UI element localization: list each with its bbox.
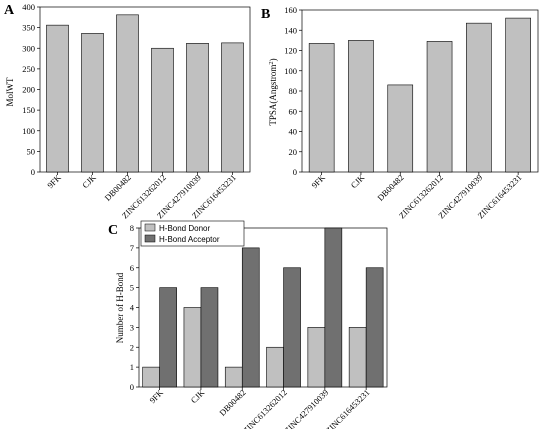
bar-donor bbox=[348, 327, 367, 388]
plot-frame-b bbox=[301, 9, 539, 173]
category-label: CJK bbox=[80, 172, 98, 190]
bar-donor bbox=[307, 327, 326, 388]
category-label: ZINC616453231 bbox=[323, 387, 371, 429]
y-tick-label-a: 350 bbox=[22, 23, 35, 33]
y-tick-label-a: 0 bbox=[31, 167, 35, 177]
category-label: 9FK bbox=[309, 172, 327, 190]
y-axis-title-b: TPSA(Angstrom2) bbox=[268, 58, 279, 125]
bar bbox=[348, 40, 374, 173]
bar-donor bbox=[224, 366, 243, 388]
y-axis-title-b-main: TPSA(Angstrom bbox=[268, 65, 278, 126]
bar-acceptor bbox=[241, 247, 260, 388]
legend: H-Bond Donor H-Bond Acceptor bbox=[140, 220, 245, 247]
y-axis-title-a: MolWT bbox=[5, 77, 15, 106]
bar bbox=[426, 41, 453, 173]
category-label: 9FK bbox=[45, 172, 63, 190]
y-tick-label-b: 100 bbox=[284, 66, 297, 76]
bar-acceptor bbox=[159, 287, 177, 388]
category-label: CJK bbox=[189, 387, 207, 405]
bar bbox=[308, 43, 335, 173]
bar bbox=[466, 22, 492, 173]
category-label: DB00482 bbox=[102, 172, 132, 202]
category-label: CJK bbox=[349, 172, 367, 190]
y-tick-label-c: 6 bbox=[130, 263, 134, 273]
panel-letter-c: C bbox=[108, 223, 118, 238]
y-axis-title-b-sup: 2 bbox=[268, 61, 275, 64]
legend-label-acceptor: H-Bond Acceptor bbox=[159, 235, 220, 244]
y-tick-label-c: 4 bbox=[130, 303, 135, 313]
bar bbox=[116, 14, 139, 173]
y-tick-label-a: 250 bbox=[22, 64, 35, 74]
y-tick-label-c: 5 bbox=[130, 283, 134, 293]
y-axis-title-c: Number of H-Bond bbox=[115, 272, 125, 343]
bar-donor bbox=[266, 346, 284, 388]
y-tick-label-b: 80 bbox=[289, 86, 298, 96]
legend-label-donor: H-Bond Donor bbox=[159, 224, 210, 233]
y-tick-label-b: 20 bbox=[289, 147, 298, 157]
y-tick-label-c: 1 bbox=[130, 362, 134, 372]
y-tick-label-a: 200 bbox=[22, 85, 35, 95]
category-label: DB00482 bbox=[375, 172, 405, 202]
plot-frame-a bbox=[39, 6, 251, 173]
category-label: ZINC427910039 bbox=[282, 387, 330, 429]
y-tick-label-a: 300 bbox=[22, 43, 35, 53]
legend-box bbox=[140, 220, 245, 247]
legend-swatch-acceptor bbox=[144, 234, 156, 243]
bar bbox=[505, 17, 531, 173]
bar bbox=[151, 47, 174, 173]
bar-donor bbox=[142, 366, 160, 388]
y-tick-label-b: 160 bbox=[284, 5, 297, 15]
y-tick-label-b: 0 bbox=[293, 167, 297, 177]
bar-donor bbox=[183, 307, 202, 388]
bar-acceptor bbox=[200, 287, 219, 388]
bar bbox=[81, 33, 104, 173]
legend-swatch-donor bbox=[144, 223, 156, 232]
chart-panel-c: 0 1 2 3 4 5 6 7 8 9FK CJK DB00482ZINC613262012ZINC4… bbox=[130, 223, 388, 429]
y-tick-label-b: 60 bbox=[289, 106, 298, 116]
bar bbox=[186, 42, 209, 173]
y-tick-label-a: 150 bbox=[22, 105, 35, 115]
y-tick-label-c: 0 bbox=[130, 382, 134, 392]
y-tick-label-c: 7 bbox=[130, 243, 134, 253]
y-tick-label-b: 40 bbox=[289, 127, 298, 137]
y-tick-label-a: 400 bbox=[22, 2, 35, 12]
y-tick-label-b: 140 bbox=[284, 25, 297, 35]
category-label: ZINC613262012 bbox=[241, 387, 289, 429]
bar-acceptor bbox=[283, 267, 301, 388]
bar bbox=[221, 42, 244, 173]
panel-letter-a: A bbox=[4, 3, 15, 18]
category-label: 9FK bbox=[147, 387, 165, 405]
panel-letter-b: B bbox=[261, 7, 270, 22]
category-label: DB00482 bbox=[217, 387, 247, 417]
y-axis-title-b-end: ) bbox=[268, 58, 278, 61]
y-tick-label-b: 120 bbox=[284, 46, 297, 56]
y-tick-label-a: 50 bbox=[27, 146, 36, 156]
bar bbox=[46, 24, 69, 173]
bar bbox=[387, 84, 414, 173]
bar-acceptor bbox=[365, 267, 384, 388]
y-tick-label-a: 100 bbox=[22, 126, 35, 136]
y-tick-label-c: 8 bbox=[130, 223, 134, 233]
y-tick-label-c: 3 bbox=[130, 322, 134, 332]
y-tick-label-c: 2 bbox=[130, 342, 134, 352]
bar-acceptor bbox=[324, 227, 343, 388]
